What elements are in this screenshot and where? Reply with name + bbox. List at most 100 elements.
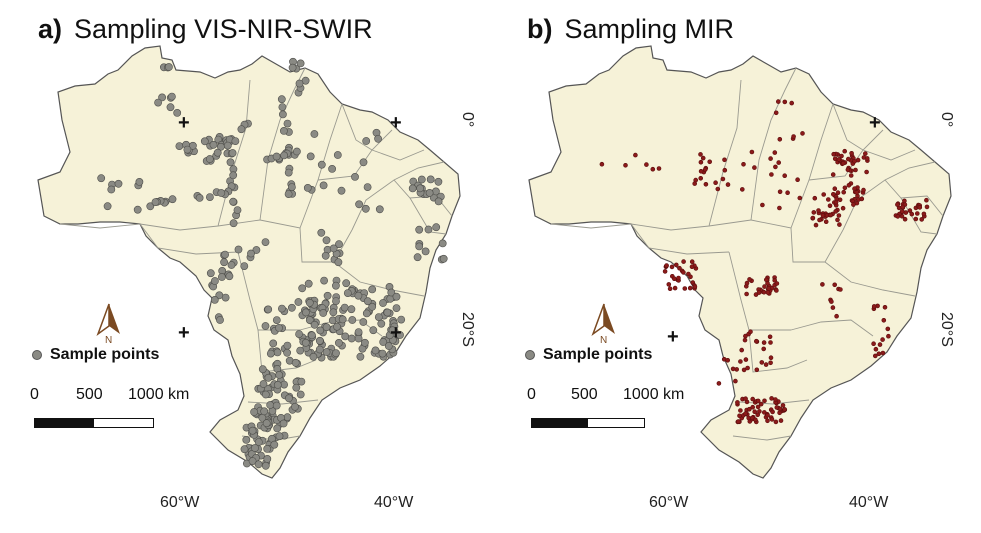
sample-point <box>741 367 747 373</box>
sample-point <box>284 394 293 403</box>
sample-point <box>164 63 173 71</box>
sample-point <box>895 202 900 207</box>
sample-point <box>741 162 746 167</box>
sample-point <box>360 338 369 347</box>
sample-point <box>765 418 770 424</box>
state-border <box>884 179 944 217</box>
state-border <box>748 329 808 373</box>
sample-point <box>334 338 343 347</box>
sample-point <box>664 263 669 268</box>
sample-point <box>209 140 218 149</box>
sample-point <box>168 195 177 204</box>
state-border <box>728 251 791 331</box>
sample-point <box>277 304 286 313</box>
sample-point <box>251 444 259 452</box>
sample-point <box>842 185 848 191</box>
sample-point <box>776 160 782 165</box>
sample-point <box>354 291 363 300</box>
sample-point <box>374 134 382 143</box>
sample-point <box>354 328 363 336</box>
sample-point <box>329 244 338 253</box>
sample-point <box>722 157 727 163</box>
sample-point <box>698 152 703 157</box>
sample-point <box>768 156 773 161</box>
sample-point <box>97 174 106 183</box>
sample-point <box>439 254 448 263</box>
sample-point <box>676 275 681 281</box>
sample-point <box>774 281 780 286</box>
state-border <box>738 399 810 405</box>
sample-point <box>743 333 748 339</box>
sample-point <box>780 403 786 408</box>
sample-point <box>434 197 443 206</box>
brazil-land-area <box>528 45 952 479</box>
sample-point <box>623 163 628 168</box>
sample-point <box>763 362 769 367</box>
sample-point <box>902 216 908 222</box>
sample-point <box>247 249 255 258</box>
north-label: N <box>600 335 607 344</box>
sample-point <box>682 286 688 291</box>
sample-point <box>332 297 340 305</box>
sample-point <box>773 164 778 170</box>
sample-point <box>277 95 286 104</box>
brazil-land-area <box>37 45 461 479</box>
sample-point <box>885 326 891 332</box>
north-arrow-icon: N <box>96 303 120 344</box>
sample-point <box>438 239 447 248</box>
lat-label: 20°S <box>938 312 955 347</box>
sample-point <box>322 323 331 332</box>
sample-point <box>291 358 300 367</box>
sample-point <box>774 405 780 410</box>
sample-point <box>319 181 328 190</box>
sample-point <box>333 151 342 159</box>
sample-point <box>758 401 764 407</box>
sample-point <box>854 190 860 195</box>
lat-label: 20°S <box>459 312 476 347</box>
sample-point <box>275 432 284 441</box>
sample-point <box>753 338 759 344</box>
sample-point <box>261 461 270 470</box>
sample-point <box>688 274 693 280</box>
sample-point <box>817 217 822 223</box>
sample-point <box>425 188 434 197</box>
sample-point <box>363 183 372 191</box>
sample-point <box>417 175 426 184</box>
sample-point <box>753 417 758 423</box>
sample-point <box>769 417 775 422</box>
legend-label: Sample points <box>543 346 653 363</box>
state-border <box>862 149 916 161</box>
sample-point <box>836 157 842 162</box>
state-border <box>341 103 373 151</box>
sample-point <box>234 245 243 254</box>
sample-point <box>279 126 288 135</box>
sample-point <box>772 278 778 283</box>
sample-point <box>842 148 848 154</box>
sample-point <box>205 193 214 201</box>
sample-point <box>261 390 270 399</box>
sample-point <box>702 167 708 172</box>
scale-bar <box>531 418 645 428</box>
sample-point <box>283 119 292 128</box>
sample-point <box>720 176 726 182</box>
sample-point <box>914 211 920 216</box>
sample-point <box>760 202 765 208</box>
sample-point <box>264 305 273 314</box>
state-border <box>832 103 864 151</box>
sample-point <box>840 205 846 211</box>
sample-point <box>881 317 887 323</box>
state-border <box>900 197 938 235</box>
sample-point <box>310 320 319 329</box>
sample-point <box>135 177 144 186</box>
brazil-map <box>37 45 461 479</box>
sample-point <box>397 315 406 324</box>
sample-points <box>599 99 930 425</box>
sample-point <box>304 279 313 288</box>
sample-point <box>766 286 772 291</box>
state-border <box>550 219 752 231</box>
sample-point <box>740 187 745 192</box>
sample-point <box>769 172 774 177</box>
sample-point <box>835 190 841 195</box>
sample-point <box>362 137 371 145</box>
sample-point <box>133 205 142 214</box>
